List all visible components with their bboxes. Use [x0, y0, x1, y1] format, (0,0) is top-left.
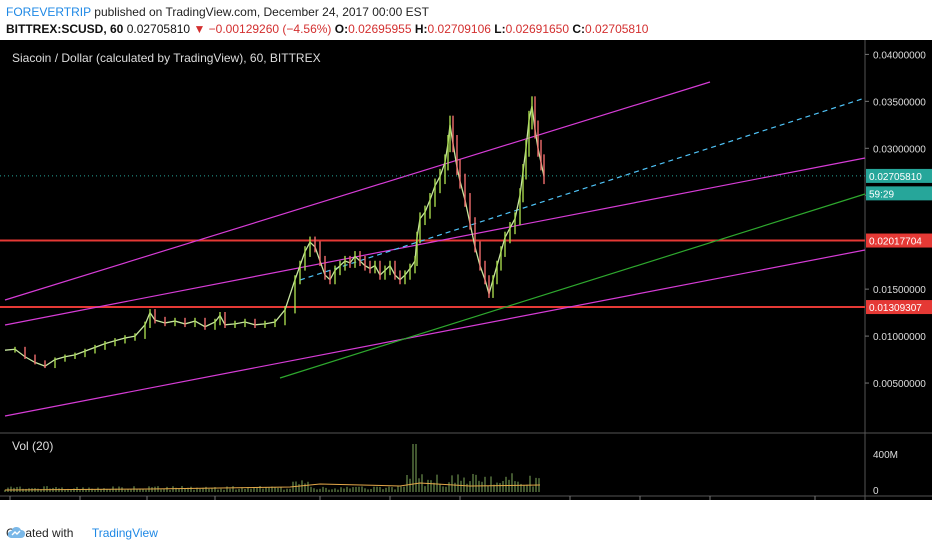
price-change: ▼ −0.00129260 (−4.56%) [193, 22, 331, 36]
price-axis-label: 0.02705810 [869, 172, 922, 183]
y-tick-label: 0.04000000 [873, 50, 926, 61]
y-tick-label: 0.01500000 [873, 285, 926, 296]
high-value: 0.02709106 [428, 22, 491, 36]
chart-title: Siacoin / Dollar (calculated by TradingV… [12, 51, 321, 65]
close-value: 0.02705810 [585, 22, 648, 36]
trend-line [5, 250, 865, 416]
price-axis-label: 0.02017704 [869, 237, 922, 248]
y-tick-label: 0.03500000 [873, 97, 926, 108]
footer: Created with TradingView [0, 514, 932, 550]
price-chart-svg[interactable]: Siacoin / Dollar (calculated by TradingV… [0, 40, 932, 500]
high-label: H: [415, 22, 428, 36]
volume-tick-label: 400M [873, 450, 898, 461]
low-value: 0.02691650 [506, 22, 569, 36]
publish-line: FOREVERTRIP published on TradingView.com… [6, 5, 429, 19]
projection-dashed-line [300, 98, 865, 280]
close-label: C: [572, 22, 585, 36]
trend-line [280, 194, 865, 378]
open-value: 0.02695955 [348, 22, 411, 36]
volume-label: Vol (20) [12, 439, 53, 453]
price-axis-label: 59:29 [869, 189, 894, 200]
chart-header: FOREVERTRIP published on TradingView.com… [0, 0, 932, 40]
low-label: L: [494, 22, 505, 36]
y-tick-label: 0.00500000 [873, 379, 926, 390]
ohlc-line: BITTREX:SCUSD, 60 0.02705810 ▼ −0.001292… [6, 22, 648, 36]
volume-tick-label: 0 [873, 486, 879, 497]
publish-info: published on TradingView.com, December 2… [94, 5, 429, 19]
y-tick-label: 0.03000000 [873, 144, 926, 155]
y-tick-label: 0.01000000 [873, 332, 926, 343]
trend-line [5, 82, 710, 300]
open-label: O: [335, 22, 348, 36]
created-with: Created with TradingView [6, 526, 158, 540]
symbol-label: BITTREX:SCUSD, 60 [6, 22, 123, 36]
chart-area[interactable]: Siacoin / Dollar (calculated by TradingV… [0, 40, 932, 500]
price-axis-label: 0.01309307 [869, 303, 922, 314]
last-price: 0.02705810 [127, 22, 190, 36]
author-link[interactable]: FOREVERTRIP [6, 5, 91, 19]
tradingview-link[interactable]: TradingView [92, 526, 158, 540]
